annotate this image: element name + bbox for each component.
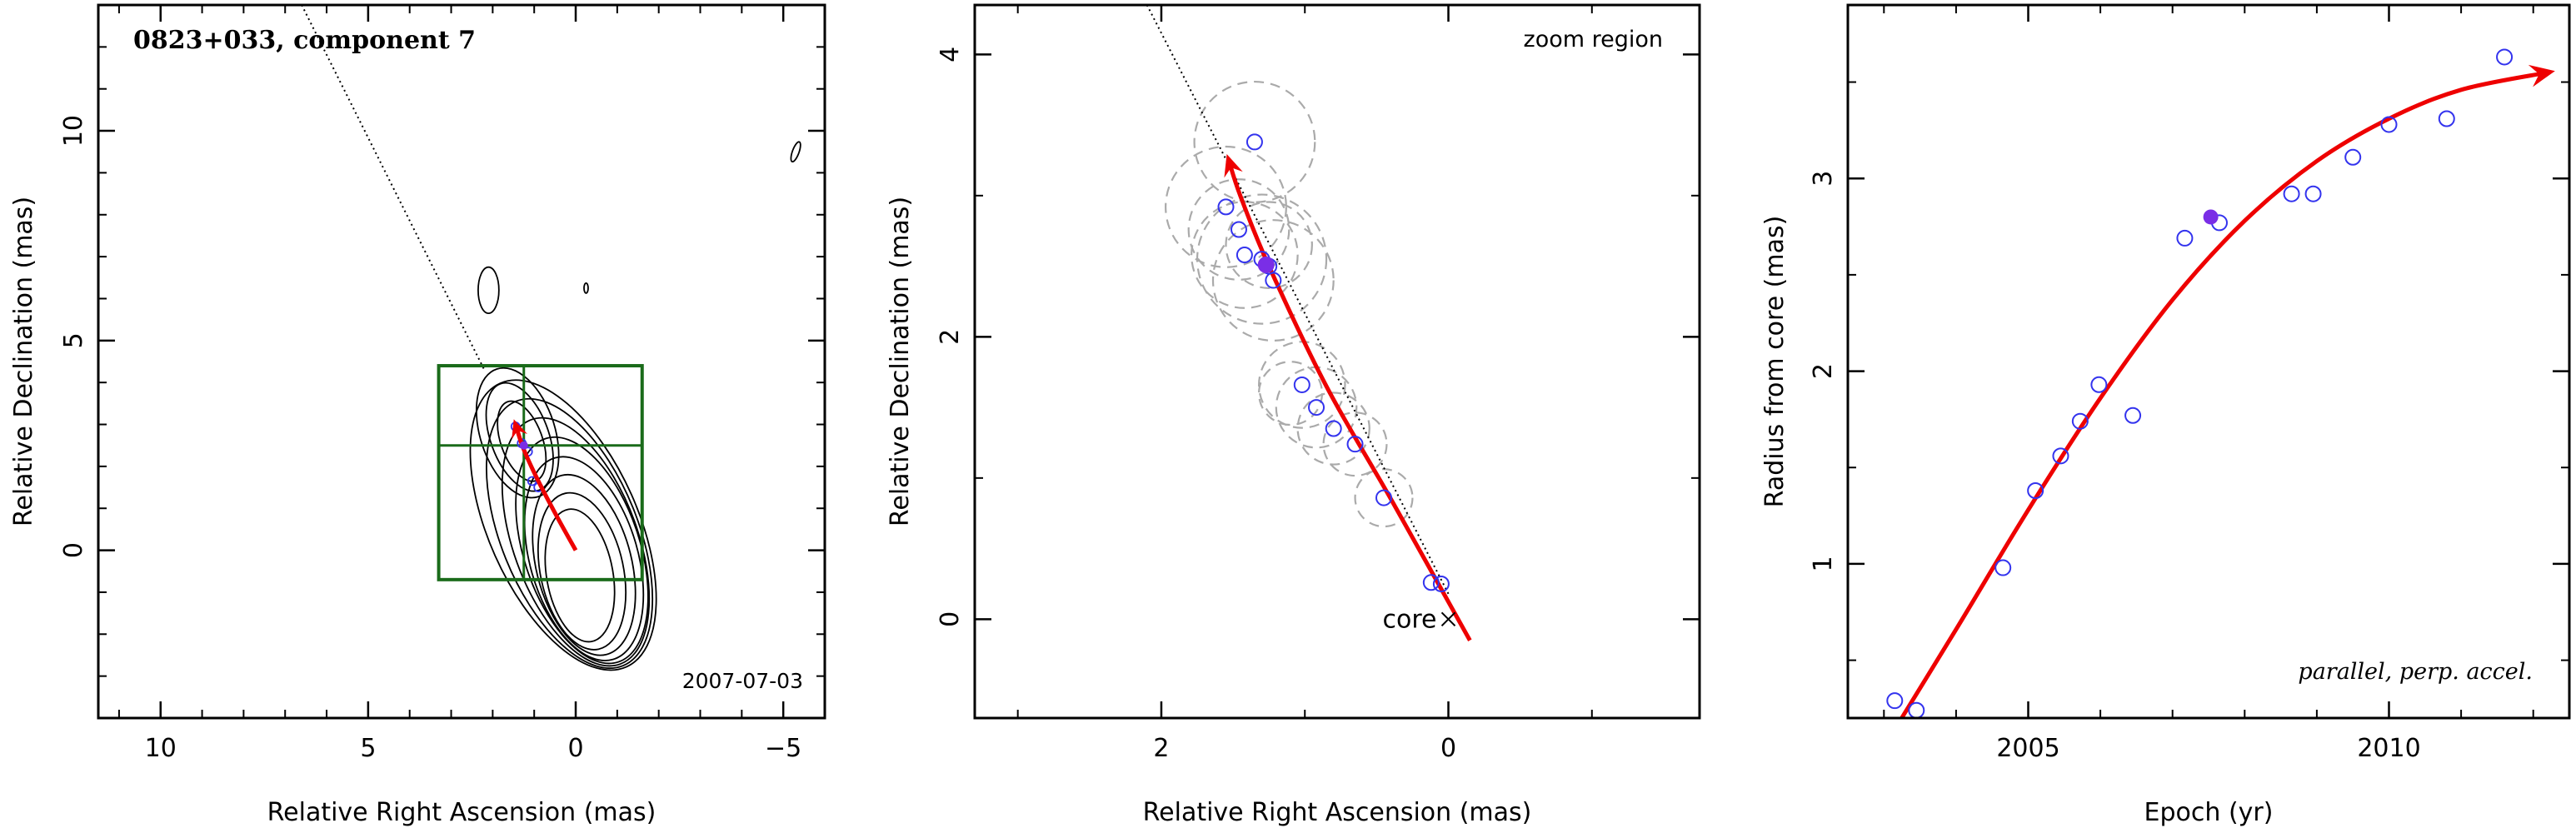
panel-right-radius-vs-epoch: 2005 2010 1 2 3 parallel, perp. accel. Epoch… <box>1760 3 2571 827</box>
data-point <box>1994 559 2012 576</box>
data-point <box>1293 376 1310 393</box>
y-tick-label: 5 <box>59 332 88 348</box>
trajectory-dotted-line <box>301 5 486 371</box>
fit-trajectory <box>513 423 578 551</box>
data-point <box>1346 436 1364 453</box>
uncertainty-circle <box>1211 219 1335 342</box>
y-tick-label: 1 <box>1809 556 1838 571</box>
x-tick-label: 2010 <box>2357 734 2420 763</box>
data-point <box>1308 399 1325 416</box>
uncertainty-circle <box>1225 201 1313 289</box>
data-point <box>2438 110 2455 127</box>
y-axis-label: Radius from core (mas) <box>1760 216 1790 508</box>
x-tick-label: 0 <box>567 734 583 763</box>
data-point <box>1886 692 1904 710</box>
data-point <box>1217 198 1235 216</box>
y-tick-label: 10 <box>59 115 88 147</box>
fit-curve <box>1899 70 2549 718</box>
x-tick-label: −5 <box>765 734 801 763</box>
uncertainty-circle <box>1191 201 1299 309</box>
data-point <box>2176 229 2194 247</box>
x-axis-label: Relative Right Ascension (mas) <box>267 798 656 827</box>
panel-title: 0823+033, component 7 <box>133 26 476 55</box>
uncertainty-circle <box>1258 361 1324 426</box>
panel-middle-zoom: core 2 0 0 2 4 zoom region Relative Right As… <box>886 3 1701 827</box>
current-epoch-point <box>519 441 528 450</box>
x-tick-label: 2005 <box>1996 734 2059 763</box>
fit-arrowhead <box>512 419 528 440</box>
data-point <box>1432 575 1450 592</box>
uncertainty-circle <box>1193 80 1316 203</box>
model-annotation: parallel, perp. accel. <box>2298 659 2533 685</box>
x-tick-label: 10 <box>145 734 177 763</box>
fit-arrowhead <box>2528 64 2555 87</box>
x-axis-label: Epoch (yr) <box>2144 798 2274 827</box>
data-point <box>2304 185 2322 202</box>
data-point <box>2344 148 2362 166</box>
contour-line <box>486 397 654 670</box>
uncertainty-circle <box>1258 341 1346 429</box>
panel-left-contour-map: 10 5 0 −5 0 5 10 0823+033, component 7 2007-07… <box>9 3 826 827</box>
data-point <box>1246 133 1263 151</box>
data-point <box>1422 574 1440 591</box>
contour-line <box>537 491 627 651</box>
data-point <box>2380 116 2398 133</box>
data-point <box>1375 489 1392 506</box>
plot-frame <box>973 3 1701 720</box>
data-point <box>1236 247 1253 264</box>
y-tick-label: 2 <box>1809 363 1838 379</box>
contour-line <box>485 382 554 492</box>
contour-line <box>501 416 651 667</box>
data-point <box>2071 412 2089 430</box>
fit-trajectory <box>1226 159 1472 641</box>
panel-title: zoom region <box>1524 27 1663 52</box>
data-point <box>1230 221 1247 238</box>
data-point <box>2027 482 2044 500</box>
data-point <box>1908 701 1925 718</box>
x-tick-label: 5 <box>360 734 376 763</box>
y-tick-label: 0 <box>59 542 88 558</box>
y-tick-label: 3 <box>1809 171 1838 187</box>
x-tick-label: 0 <box>1440 734 1456 763</box>
contour-line <box>515 436 649 665</box>
uncertainty-circle <box>1296 392 1370 466</box>
zoom-region-box <box>437 364 644 581</box>
uncertainty-circle <box>1354 468 1414 528</box>
y-axis-label: Relative Declination (mas) <box>886 197 915 526</box>
y-axis-label: Relative Declination (mas) <box>9 197 38 526</box>
y-tick-label: 0 <box>936 611 965 627</box>
plot-frame <box>97 3 826 720</box>
y-tick-label: 4 <box>936 47 965 62</box>
contour-line <box>532 473 637 656</box>
current-epoch-point <box>2203 209 2219 225</box>
uncertainty-circle <box>1187 178 1290 281</box>
contour-line <box>477 266 500 314</box>
x-tick-label: 2 <box>1153 734 1169 763</box>
y-tick-label: 2 <box>936 329 965 345</box>
plot-frame <box>1846 3 2571 720</box>
uncertainty-circle <box>1275 366 1358 449</box>
core-marker <box>1440 611 1456 627</box>
data-point <box>2496 48 2514 66</box>
trajectory-dotted-line <box>1146 5 1450 595</box>
uncertainty-circle <box>1196 193 1328 325</box>
core-label: core <box>1383 605 1437 634</box>
data-point <box>2052 447 2069 465</box>
contour-line <box>523 456 645 661</box>
uncertainty-circle <box>1165 145 1287 268</box>
data-point <box>2124 407 2142 424</box>
contour-line <box>790 141 801 163</box>
contour-line <box>583 282 589 294</box>
epoch-annotation: 2007-07-03 <box>682 669 803 693</box>
uncertainty-circle <box>1322 412 1388 477</box>
contour-line <box>544 508 616 643</box>
fit-arrowhead <box>1224 154 1243 178</box>
data-point <box>2090 376 2108 393</box>
data-point <box>1325 420 1342 437</box>
current-epoch-point <box>1257 256 1275 273</box>
x-axis-label: Relative Right Ascension (mas) <box>1143 798 1532 827</box>
data-point <box>2283 185 2300 202</box>
